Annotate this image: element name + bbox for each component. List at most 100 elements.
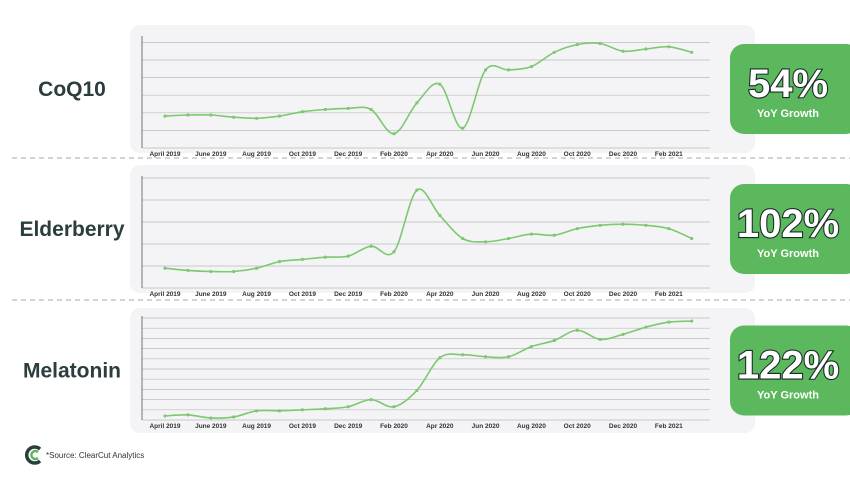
data-point bbox=[667, 320, 671, 324]
data-point bbox=[346, 254, 350, 258]
data-point bbox=[461, 353, 465, 357]
data-point bbox=[621, 222, 625, 226]
x-tick-label: Feb 2021 bbox=[655, 423, 683, 430]
data-point bbox=[506, 236, 511, 241]
x-tick-label: Feb 2021 bbox=[655, 291, 683, 298]
x-tick-label: Aug 2019 bbox=[242, 151, 271, 158]
x-tick-label: Aug 2020 bbox=[517, 291, 546, 298]
x-tick-label: Apr 2020 bbox=[426, 151, 454, 158]
data-point bbox=[163, 266, 167, 270]
x-tick-label: Aug 2020 bbox=[517, 423, 546, 430]
data-point bbox=[529, 344, 534, 349]
data-point bbox=[484, 68, 488, 72]
data-point bbox=[506, 355, 511, 359]
data-point bbox=[346, 106, 350, 110]
data-point bbox=[415, 388, 419, 393]
data-point bbox=[323, 107, 327, 112]
data-point bbox=[232, 415, 236, 419]
data-point bbox=[598, 337, 602, 342]
data-point bbox=[277, 114, 282, 118]
data-point bbox=[438, 82, 442, 86]
product-name: CoQ10 bbox=[38, 78, 106, 101]
data-point bbox=[461, 236, 465, 241]
data-point bbox=[552, 338, 556, 343]
x-tick-label: June 2019 bbox=[195, 423, 227, 430]
x-tick-label: April 2019 bbox=[149, 423, 180, 430]
data-point bbox=[255, 409, 259, 413]
x-tick-label: Apr 2020 bbox=[426, 291, 454, 298]
data-point bbox=[346, 405, 350, 409]
data-point bbox=[484, 240, 488, 244]
data-point bbox=[232, 115, 236, 119]
growth-badge bbox=[730, 184, 850, 274]
x-tick-label: April 2019 bbox=[149, 291, 180, 298]
x-tick-label: Oct 2019 bbox=[289, 423, 316, 430]
data-point bbox=[163, 414, 167, 418]
product-name: Elderberry bbox=[19, 218, 124, 241]
data-point bbox=[186, 113, 190, 117]
x-tick-label: Feb 2020 bbox=[380, 423, 408, 430]
data-point bbox=[690, 50, 694, 54]
x-tick-label: Dec 2020 bbox=[609, 151, 638, 158]
data-point bbox=[369, 107, 373, 112]
data-point bbox=[461, 126, 465, 130]
growth-badge bbox=[730, 325, 850, 416]
growth-label: YoY Growth bbox=[757, 108, 819, 120]
data-point bbox=[644, 325, 648, 329]
data-point bbox=[598, 223, 602, 227]
source: *Source: ClearCut Analytics bbox=[46, 451, 144, 460]
data-point bbox=[255, 266, 259, 270]
x-tick-label: Feb 2021 bbox=[655, 151, 683, 158]
data-point bbox=[392, 250, 396, 254]
data-point bbox=[186, 268, 190, 272]
panel bbox=[130, 165, 755, 293]
data-point bbox=[621, 49, 625, 53]
data-point bbox=[209, 416, 213, 420]
growth-label: YoY Growth bbox=[757, 390, 819, 402]
x-tick-label: Oct 2019 bbox=[289, 151, 316, 158]
data-point bbox=[415, 188, 419, 192]
data-point bbox=[186, 413, 190, 417]
data-point bbox=[644, 47, 648, 51]
data-point bbox=[369, 398, 373, 402]
data-point bbox=[575, 43, 579, 47]
data-line bbox=[164, 320, 692, 419]
data-point bbox=[277, 260, 282, 264]
growth-value: 102% bbox=[737, 202, 839, 246]
x-tick-label: Apr 2020 bbox=[426, 423, 454, 430]
data-point bbox=[644, 223, 648, 227]
panel bbox=[130, 308, 755, 433]
data-point bbox=[506, 68, 511, 72]
data-point bbox=[667, 227, 671, 231]
data-point bbox=[255, 116, 259, 120]
product-name: Melatonin bbox=[23, 360, 121, 383]
data-point bbox=[209, 269, 213, 274]
x-tick-label: June 2019 bbox=[195, 291, 227, 298]
x-tick-label: Oct 2019 bbox=[289, 291, 316, 298]
x-tick-label: Dec 2020 bbox=[609, 291, 638, 298]
x-tick-label: Jun 2020 bbox=[472, 291, 500, 298]
data-point bbox=[369, 244, 373, 248]
growth-badge bbox=[730, 44, 850, 134]
data-point bbox=[484, 355, 488, 359]
data-point bbox=[575, 328, 579, 332]
data-point bbox=[529, 65, 534, 69]
data-point bbox=[690, 236, 694, 241]
x-tick-label: April 2019 bbox=[149, 151, 180, 158]
growth-value: 54% bbox=[748, 62, 828, 106]
x-tick-label: Aug 2019 bbox=[242, 291, 271, 298]
x-tick-label: Oct 2020 bbox=[564, 291, 591, 298]
x-tick-label: Feb 2020 bbox=[380, 291, 408, 298]
x-tick-label: Dec 2020 bbox=[609, 423, 638, 430]
data-point bbox=[392, 132, 396, 136]
data-point bbox=[438, 213, 442, 217]
x-tick-label: Dec 2019 bbox=[334, 291, 363, 298]
data-point bbox=[598, 41, 602, 46]
x-tick-label: Oct 2020 bbox=[564, 423, 591, 430]
data-point bbox=[300, 408, 304, 412]
data-point bbox=[232, 269, 236, 274]
data-point bbox=[438, 356, 442, 360]
data-point bbox=[392, 405, 396, 409]
data-point bbox=[690, 319, 694, 323]
